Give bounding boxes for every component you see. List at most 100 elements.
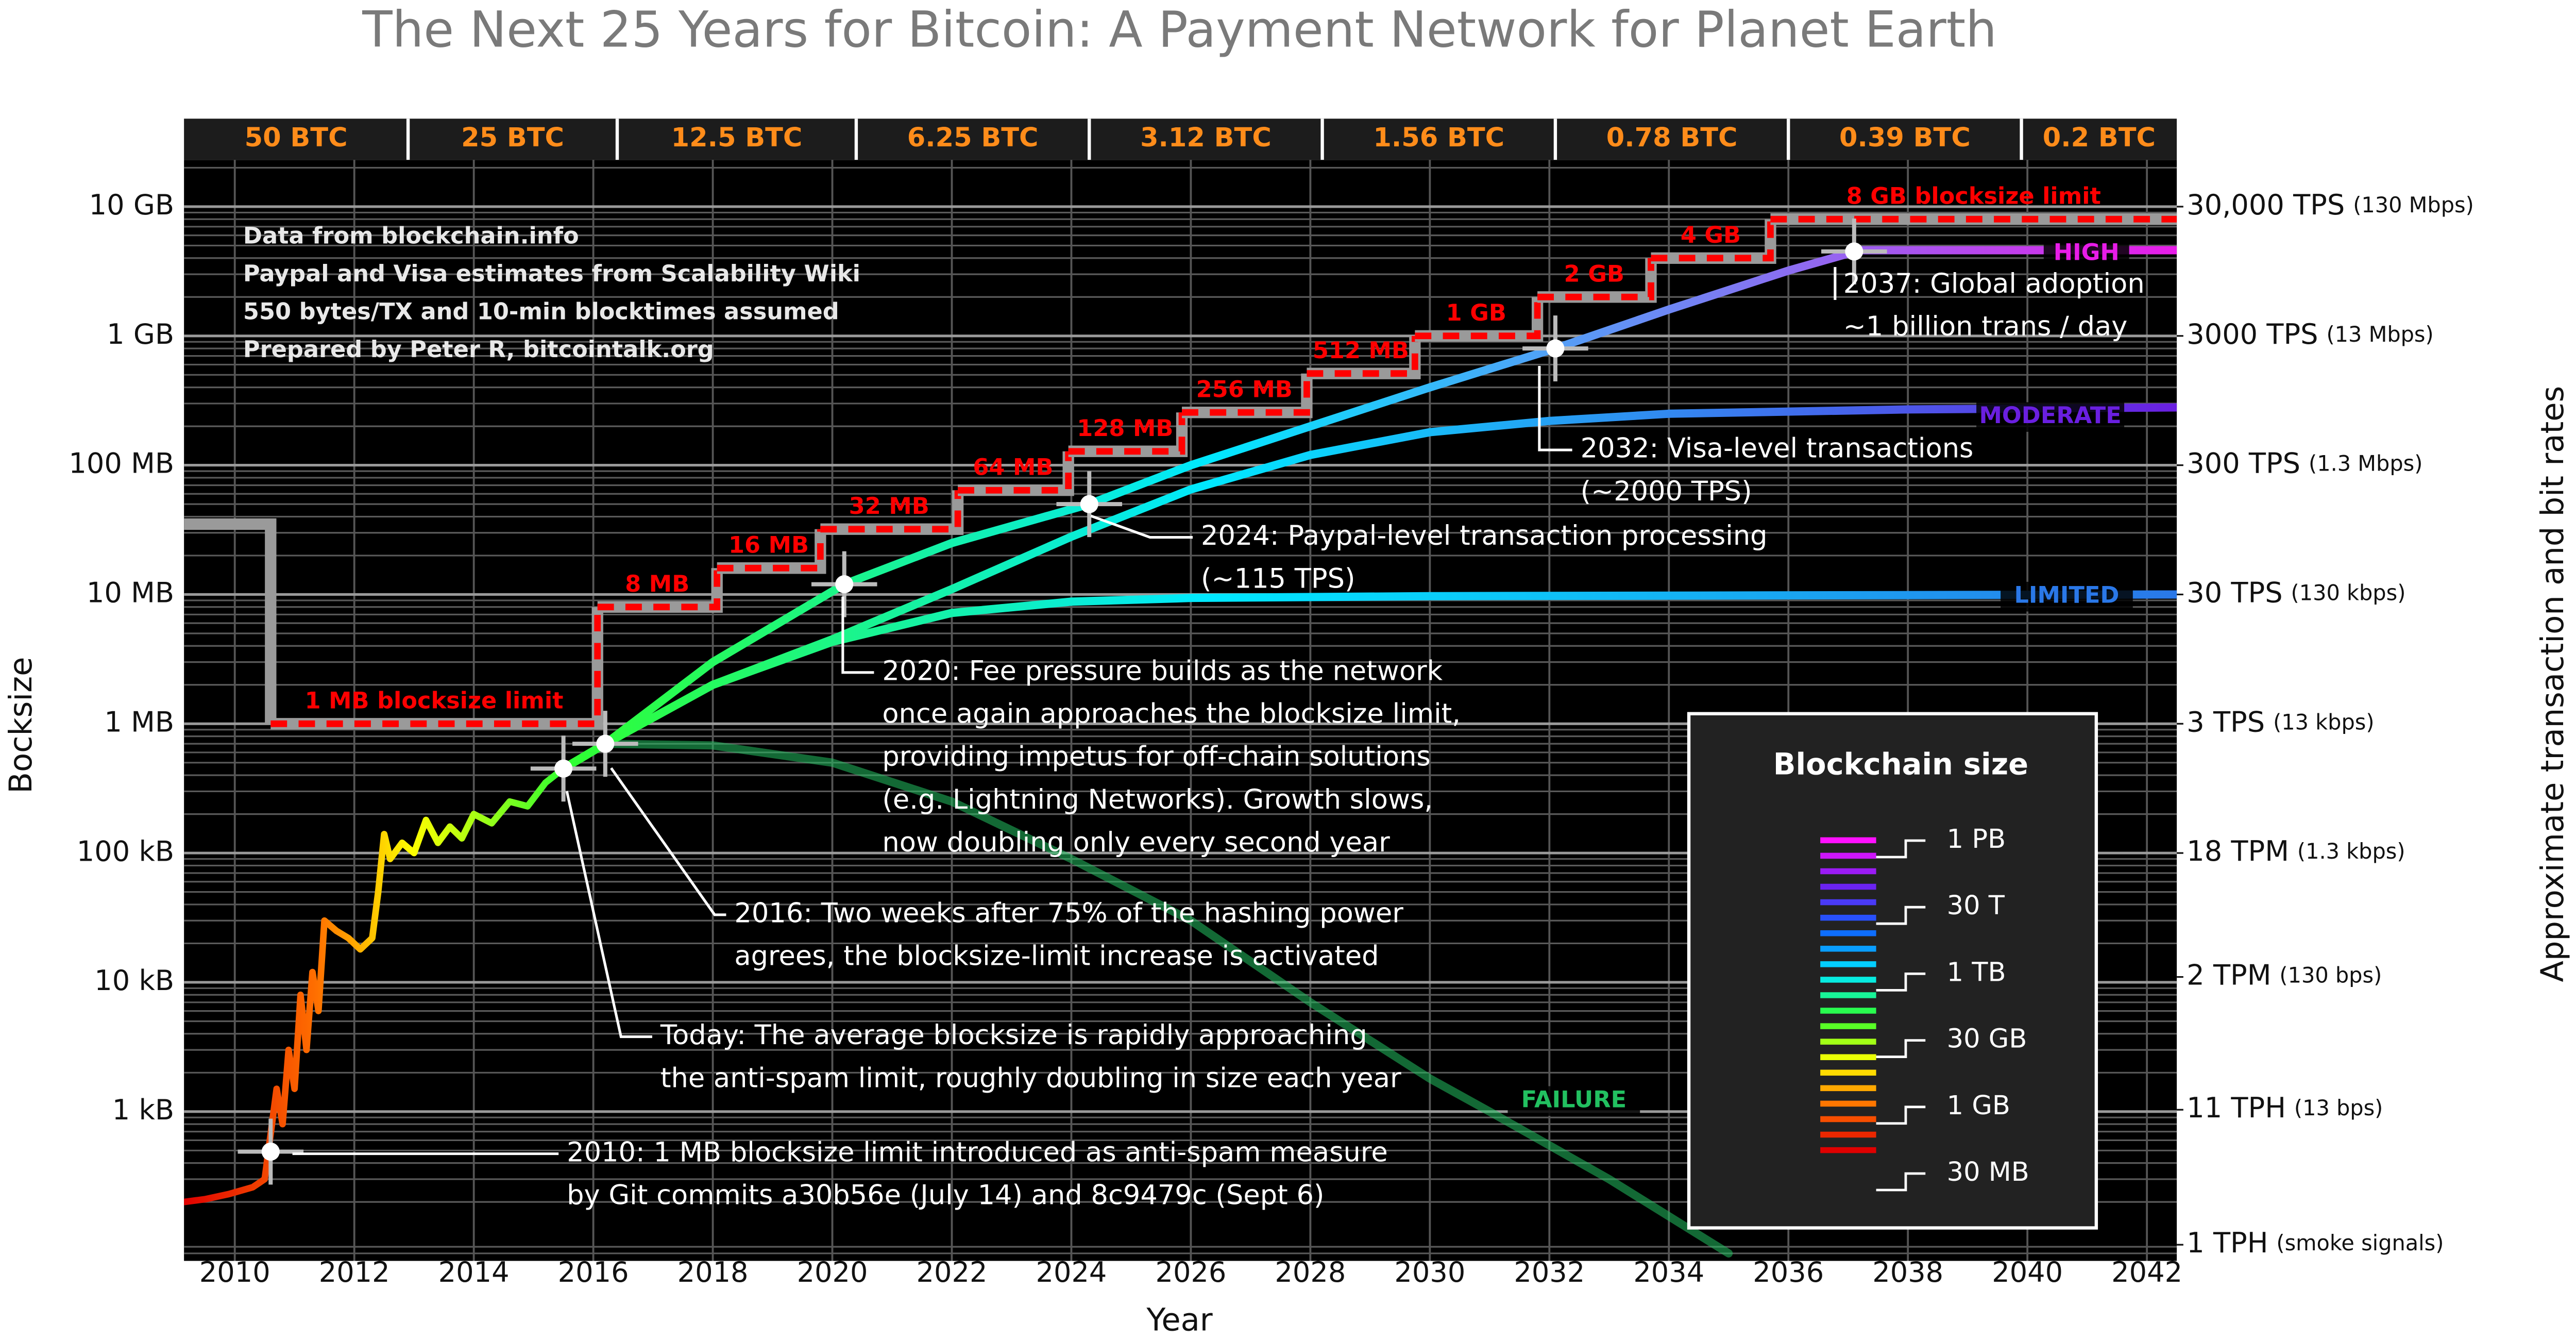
legend-label: LIMITED: [2014, 582, 2119, 609]
colorbar-bracket: [1876, 839, 1926, 859]
limit-step: [958, 451, 1072, 494]
x-tick-label: 2024: [1036, 1256, 1107, 1288]
annotation-text: once again approaches the blocksize limi…: [882, 698, 1461, 730]
limit-label: 1 MB blocksize limit: [305, 688, 564, 714]
colorbar-label: 1 TB: [1947, 957, 2006, 987]
x-tick-label: 2032: [1514, 1256, 1585, 1288]
y2-tick-text: 3 TPS: [2187, 706, 2265, 738]
history-line: [184, 765, 567, 1205]
limit-step-base: [820, 490, 964, 535]
reward-label: 50 BTC: [245, 123, 348, 153]
colorbar-label: 1 GB: [1947, 1091, 2010, 1121]
annotation-arrow: [1090, 514, 1193, 539]
limit-step: [1537, 258, 1654, 300]
x-tick-label: 2030: [1394, 1256, 1465, 1288]
annotation-text: providing impetus for off-chain solution…: [882, 741, 1430, 773]
annotation-text: the anti-spam limit, roughly doubling in…: [660, 1062, 1401, 1094]
limit-step: [1068, 412, 1185, 455]
x-tick-label: 2020: [797, 1256, 868, 1288]
x-tick-label: 2034: [1633, 1256, 1704, 1288]
limit-label: 8 GB blocksize limit: [1846, 183, 2101, 210]
colorbar-stripe: [1820, 883, 1876, 890]
colorbar-stripe: [1820, 1008, 1876, 1014]
legend-label: MODERATE: [1979, 402, 2121, 429]
y2-tick-text: 300 TPS: [2187, 447, 2300, 480]
y2-tick-note: (1.3 kbps): [2297, 839, 2405, 864]
x-tick-label: 2036: [1753, 1256, 1824, 1288]
x-tick-label: 2026: [1155, 1256, 1226, 1288]
annotation-text: agrees, the blocksize-limit increase is …: [734, 941, 1379, 972]
highlight-point: [261, 1142, 280, 1161]
limit-step: [1415, 297, 1541, 340]
y-axis-label: Bocksize: [3, 657, 39, 794]
y2-tick-note: (130 bps): [2279, 963, 2382, 988]
series-label-box: [1976, 402, 2125, 432]
series-label-box: [2043, 239, 2129, 269]
annotation-arrow: [610, 767, 726, 916]
limit-step: [717, 529, 824, 572]
limit-label: 128 MB: [1077, 415, 1173, 442]
annotation-text: 2024: Paypal-level transaction processin…: [1201, 520, 1768, 551]
colorbar-stripe: [1820, 1085, 1876, 1092]
colorbar-stripe: [1820, 961, 1876, 967]
limit-label: 8 MB: [625, 571, 689, 597]
y2-tick-note: (1.3 Mbps): [2309, 451, 2422, 476]
y-tick-label: 1 GB: [107, 318, 174, 350]
y2-tick-label: 18 TPM (1.3 kbps): [2187, 835, 2405, 867]
colorbar-stripe: [1820, 868, 1876, 875]
colorbar-stripe: [1820, 992, 1876, 998]
y2-tick-note: (13 kbps): [2273, 709, 2374, 734]
y2-tick-label: 3 TPS (13 kbps): [2187, 706, 2374, 738]
annotation-arrow: [1538, 365, 1572, 451]
colorbar-bracket: [1876, 906, 1926, 925]
highlight-point: [554, 759, 573, 778]
annotation-text: 2010: 1 MB blocksize limit introduced as…: [567, 1136, 1388, 1168]
y-tick-label: 100 MB: [69, 447, 174, 480]
highlight-point: [835, 575, 854, 594]
x-tick-label: 2014: [438, 1256, 510, 1288]
highlight-point: [596, 734, 615, 753]
note: Paypal and Visa estimates from Scalabili…: [243, 260, 860, 287]
legend-title: Blockchain size: [1773, 747, 2028, 782]
annotation-text: (~115 TPS): [1201, 563, 1355, 594]
series-line: [601, 740, 1733, 1258]
x-axis-label: Year: [1146, 1302, 1212, 1338]
annotation-text: by Git commits a30b56e (July 14) and 8c9…: [567, 1179, 1324, 1211]
annotation-text: (e.g. Lightning Networks). Growth slows,: [882, 784, 1433, 815]
y-tick-label: 10 kB: [94, 964, 174, 997]
y2-tick-text: 30,000 TPS: [2187, 189, 2345, 221]
colorbar-stripe: [1820, 1023, 1876, 1029]
annotation-text: ~1 billion trans / day: [1843, 311, 2128, 342]
x-tick-label: 2012: [319, 1256, 390, 1288]
colorbar-stripe: [1820, 837, 1876, 844]
colorbar-stripe: [1820, 914, 1876, 921]
limit-step: [597, 568, 721, 611]
reward-label: 6.25 BTC: [907, 123, 1039, 153]
colorbar-stripe: [1820, 1038, 1876, 1045]
legend-box: [1687, 712, 2098, 1230]
colorbar-stripe: [1820, 1147, 1876, 1153]
reward-label: 0.78 BTC: [1606, 123, 1738, 153]
note: 550 bytes/TX and 10-min blocktimes assum…: [243, 298, 839, 325]
y2-tick-label: 3000 TPS (13 Mbps): [2187, 318, 2433, 350]
colorbar-label: 30 T: [1947, 891, 2005, 921]
y-tick-label: 100 kB: [77, 835, 174, 867]
x-tick-label: 2042: [2111, 1256, 2182, 1288]
y2-tick-note: (13 bps): [2294, 1095, 2383, 1120]
limit-label: 1 GB: [1446, 299, 1506, 326]
annotation-arrow: [565, 791, 652, 1038]
reward-band: [184, 119, 2177, 160]
colorbar-label: 30 GB: [1947, 1024, 2027, 1054]
limit-label: 16 MB: [728, 532, 809, 559]
x-tick-label: 2038: [1872, 1256, 1943, 1288]
reward-label: 1.56 BTC: [1373, 123, 1504, 153]
note: Prepared by Peter R, bitcointalk.org: [243, 336, 714, 363]
reward-band-layer: 50 BTC 25 BTC 12.5 BTC 6.25 BTC 3.12 BTC 1.56…: [245, 119, 2156, 160]
series-line: [559, 403, 2177, 773]
y2-tick-note: (smoke signals): [2276, 1230, 2444, 1255]
y2-tick-text: 1 TPH: [2187, 1227, 2268, 1259]
reward-label: 0.39 BTC: [1839, 123, 1971, 153]
colorbar-bracket: [1876, 1105, 1926, 1125]
annotation-text: 2016: Two weeks after 75% of the hashing…: [734, 898, 1403, 929]
x-tick-label: 2018: [677, 1256, 749, 1288]
